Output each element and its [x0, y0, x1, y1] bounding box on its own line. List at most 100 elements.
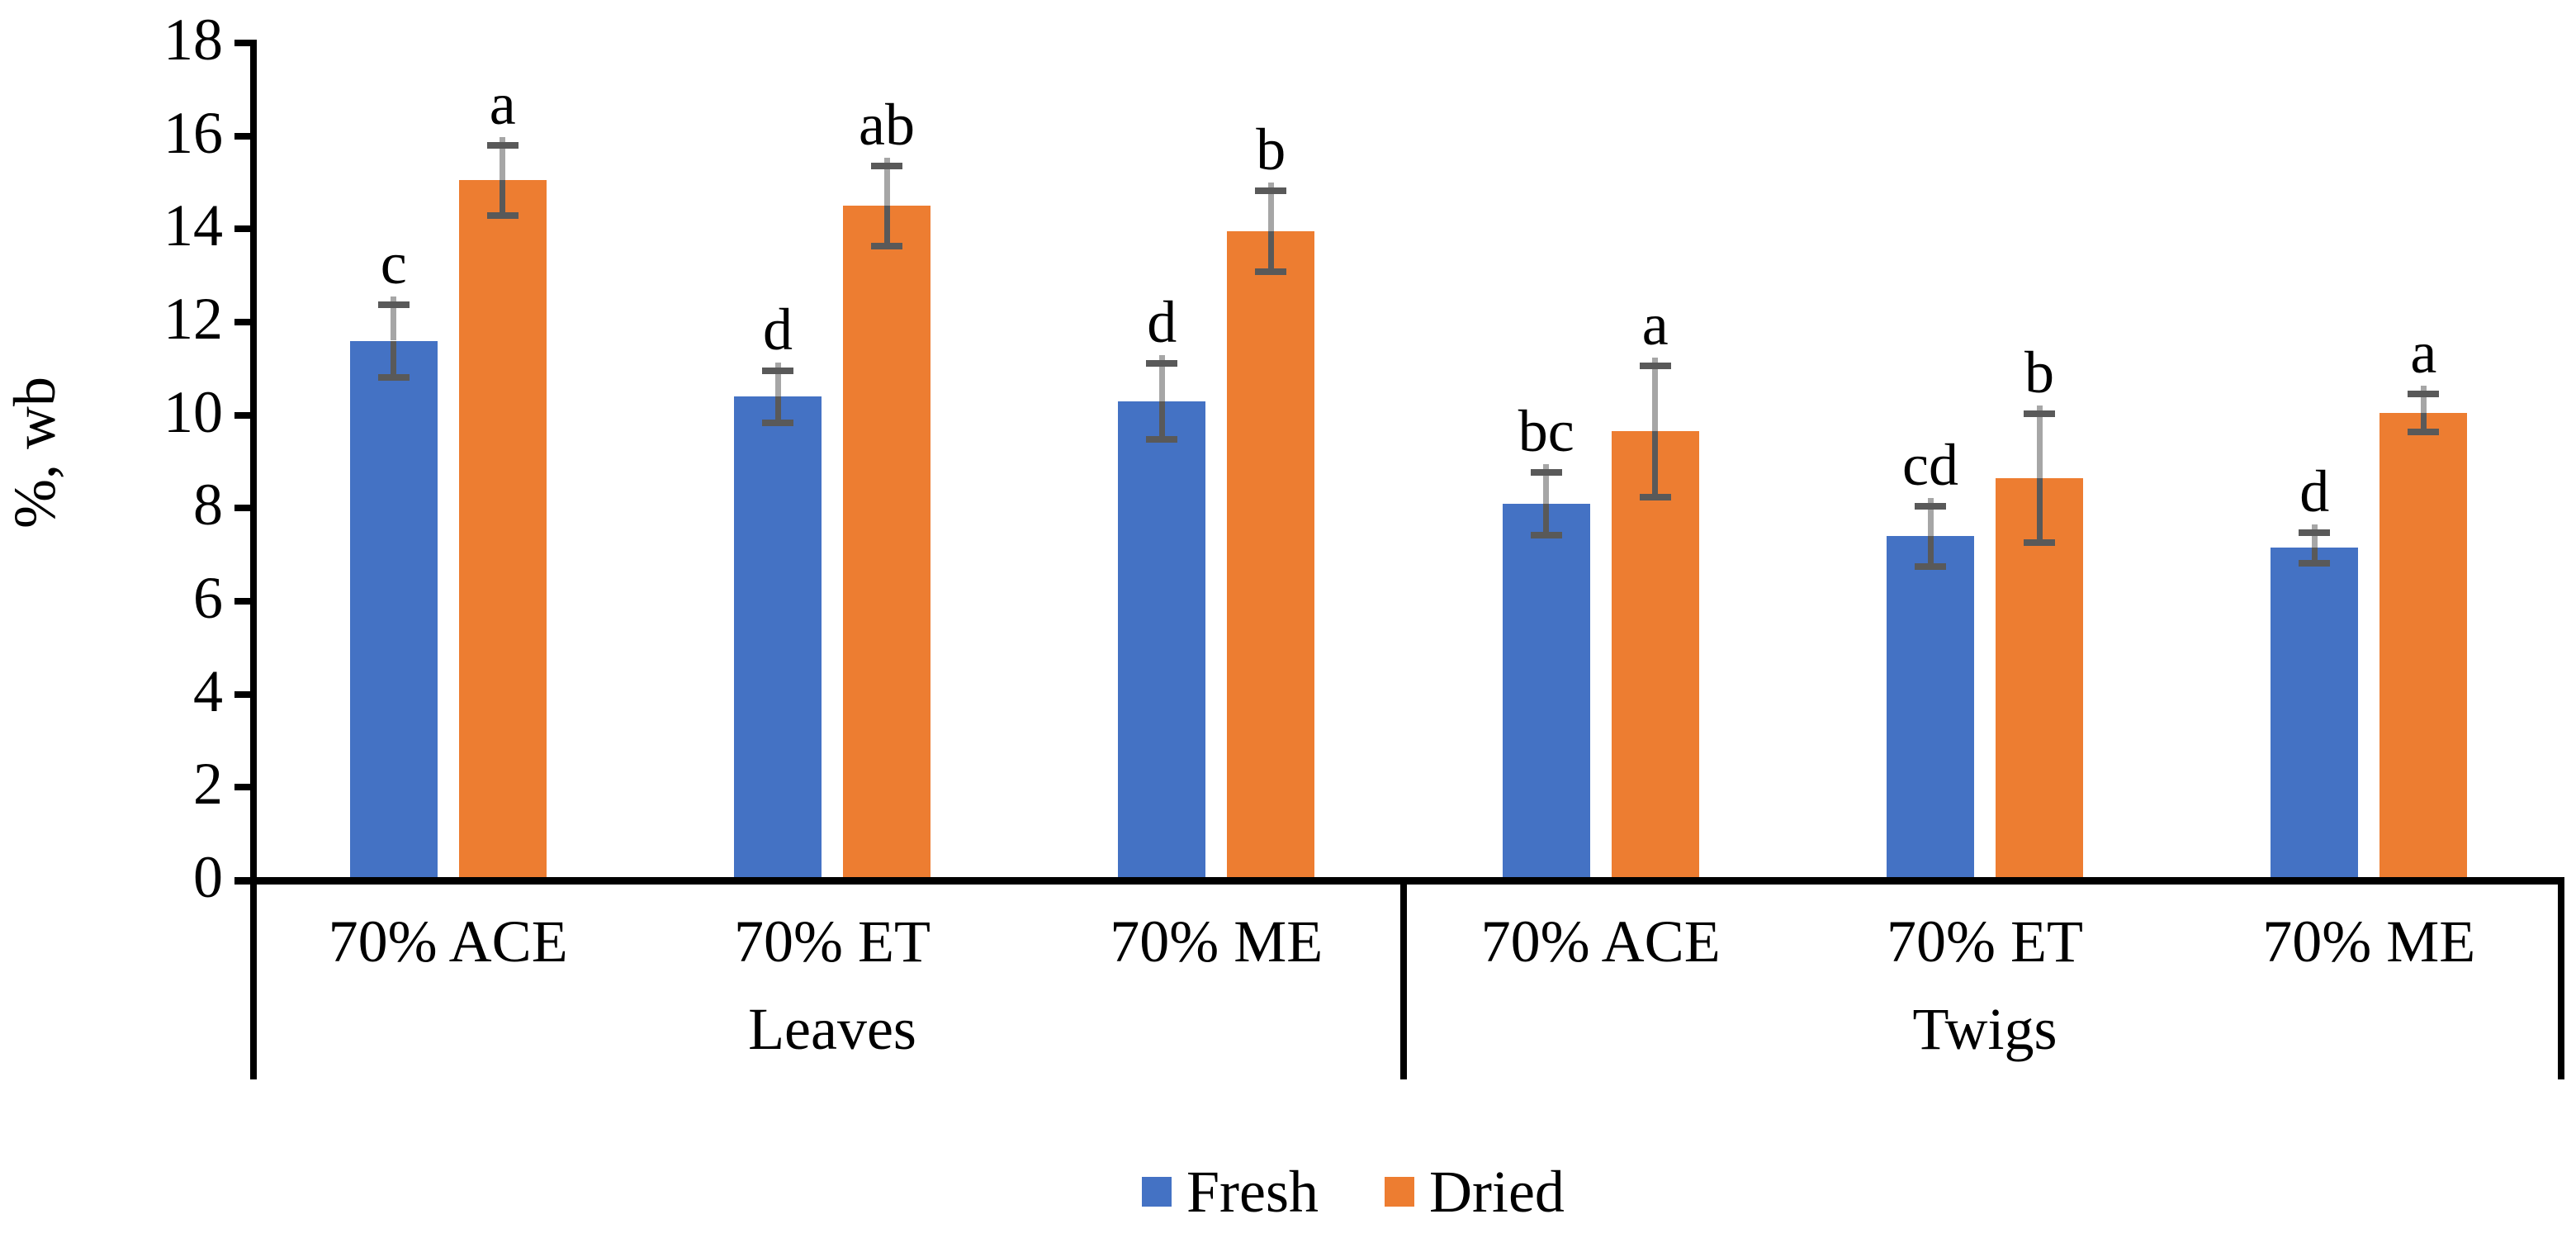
category-label-0: 70% ACE: [328, 908, 568, 975]
category-label-2: 70% ME: [1110, 908, 1324, 975]
group-divider-line-1: [2558, 877, 2564, 1079]
error-bar-cap-top-fresh-2: [1146, 359, 1178, 367]
y-axis-tick: [234, 225, 256, 233]
error-bar-cap-bottom-dried-5: [2408, 429, 2440, 435]
significance-letter-dried-5: a: [2410, 319, 2437, 386]
error-bar-line-upper-fresh-3: [1543, 464, 1550, 504]
group-divider-line-0: [1400, 877, 1407, 1079]
significance-letter-dried-3: a: [1641, 292, 1669, 358]
error-bar-cap-bottom-dried-3: [1639, 493, 1671, 500]
significance-letter-dried-0: a: [489, 71, 516, 137]
category-label-1: 70% ET: [734, 908, 930, 975]
y-axis-tick-label: 8: [193, 472, 223, 538]
error-bar-cap-bottom-dried-0: [486, 211, 519, 219]
error-bar-cap-bottom-fresh-1: [762, 419, 793, 426]
bar-fresh-3: [1502, 503, 1590, 880]
error-bar-cap-top-dried-3: [1639, 363, 1671, 369]
legend-swatch-dried: [1385, 1177, 1414, 1207]
error-bar-line-upper-fresh-5: [2311, 524, 2318, 548]
error-bar-cap-top-dried-0: [486, 142, 519, 149]
error-bar-cap-top-dried-5: [2408, 390, 2440, 397]
error-bar-cap-bottom-fresh-5: [2299, 559, 2331, 567]
y-axis-tick-label: 0: [193, 844, 223, 910]
y-axis-tick: [234, 40, 256, 47]
error-bar-line-upper-fresh-0: [391, 296, 397, 341]
y-axis-tick: [234, 690, 256, 698]
error-bar-line-lower-dried-5: [2420, 412, 2427, 435]
y-axis-tick: [234, 319, 256, 325]
error-bar-line-upper-dried-2: [1267, 183, 1274, 232]
legend-swatch-fresh: [1142, 1177, 1172, 1207]
error-bar-line-lower-fresh-1: [774, 396, 781, 426]
legend-item-dried: Dried: [1385, 1162, 1565, 1221]
y-axis-tick: [234, 132, 256, 140]
significance-letter-fresh-2: d: [1147, 288, 1177, 355]
error-bar-line-upper-dried-0: [500, 137, 506, 181]
significance-letter-dried-2: b: [1256, 116, 1286, 183]
y-axis-tick-label: 10: [163, 378, 223, 445]
error-bar-line-lower-dried-3: [1652, 431, 1659, 500]
error-bar-line-lower-fresh-0: [391, 340, 397, 381]
error-bar-line-lower-dried-0: [500, 180, 506, 219]
error-bar-cap-top-fresh-5: [2299, 529, 2331, 536]
significance-letter-fresh-5: d: [2299, 458, 2330, 524]
bar-dried-1: [843, 206, 930, 880]
error-bar-line-upper-dried-1: [883, 157, 890, 206]
error-bar-cap-top-fresh-3: [1530, 469, 1562, 476]
bar-fresh-2: [1118, 401, 1206, 880]
error-bar-line-lower-dried-2: [1267, 231, 1274, 276]
error-bar-line-lower-fresh-2: [1158, 401, 1165, 443]
bar-dried-2: [1227, 231, 1315, 880]
significance-letter-fresh-1: d: [763, 296, 793, 363]
error-bar-cap-bottom-fresh-4: [1915, 562, 1946, 570]
error-bar-line-lower-fresh-3: [1543, 503, 1550, 538]
group-label-twigs: Twigs: [1912, 996, 2057, 1062]
error-bar-cap-top-fresh-1: [762, 367, 793, 374]
error-bar-line-lower-fresh-5: [2311, 548, 2318, 567]
y-axis-tick: [234, 598, 256, 605]
bar-dried-0: [458, 180, 547, 880]
y-axis-tick-label: 18: [163, 7, 223, 74]
y-axis-tick-label: 6: [193, 565, 223, 631]
bar-fresh-4: [1887, 536, 1974, 880]
y-axis-tick-label: 12: [163, 286, 223, 352]
group-label-leaves: Leaves: [748, 996, 916, 1062]
bar-fresh-1: [734, 396, 822, 880]
y-axis-tick: [234, 784, 256, 791]
error-bar-cap-bottom-fresh-3: [1530, 531, 1562, 538]
error-bar-line-upper-fresh-1: [774, 362, 781, 397]
error-bar-line-lower-dried-4: [2036, 477, 2043, 546]
significance-letter-fresh-4: cd: [1902, 431, 1958, 498]
legend-label-fresh: Fresh: [1186, 1159, 1319, 1225]
x-axis-line: [234, 877, 2564, 885]
error-bar-line-lower-dried-1: [883, 206, 890, 249]
error-bar-cap-bottom-dried-1: [871, 242, 902, 249]
y-axis-tick-label: 2: [193, 751, 223, 818]
y-axis-line: [250, 40, 257, 1079]
category-label-3: 70% ACE: [1480, 908, 1721, 975]
error-bar-cap-top-dried-1: [871, 162, 902, 169]
error-bar-line-upper-dried-5: [2420, 385, 2427, 413]
category-label-5: 70% ME: [2262, 908, 2476, 975]
y-axis-tick-label: 14: [163, 192, 223, 259]
error-bar-line-lower-fresh-4: [1927, 536, 1934, 570]
error-bar-cap-bottom-fresh-0: [377, 373, 410, 381]
significance-letter-fresh-3: bc: [1518, 398, 1574, 464]
y-axis-tick: [234, 505, 256, 512]
error-bar-cap-bottom-dried-4: [2024, 538, 2055, 546]
error-bar-cap-top-dried-2: [1255, 187, 1287, 195]
error-bar-line-upper-fresh-2: [1158, 354, 1165, 401]
significance-letter-fresh-0: c: [380, 230, 407, 296]
error-bar-cap-top-dried-4: [2024, 410, 2055, 417]
bar-fresh-0: [349, 340, 438, 880]
error-bar-cap-top-fresh-0: [377, 301, 410, 308]
y-axis-tick: [234, 411, 256, 419]
error-bar-cap-top-fresh-4: [1915, 502, 1946, 510]
bar-fresh-5: [2271, 548, 2359, 880]
legend-item-fresh: Fresh: [1142, 1162, 1319, 1221]
bar-dried-5: [2379, 412, 2468, 880]
legend-label-dried: Dried: [1429, 1159, 1565, 1225]
legend: Fresh Dried: [1142, 1160, 1565, 1223]
